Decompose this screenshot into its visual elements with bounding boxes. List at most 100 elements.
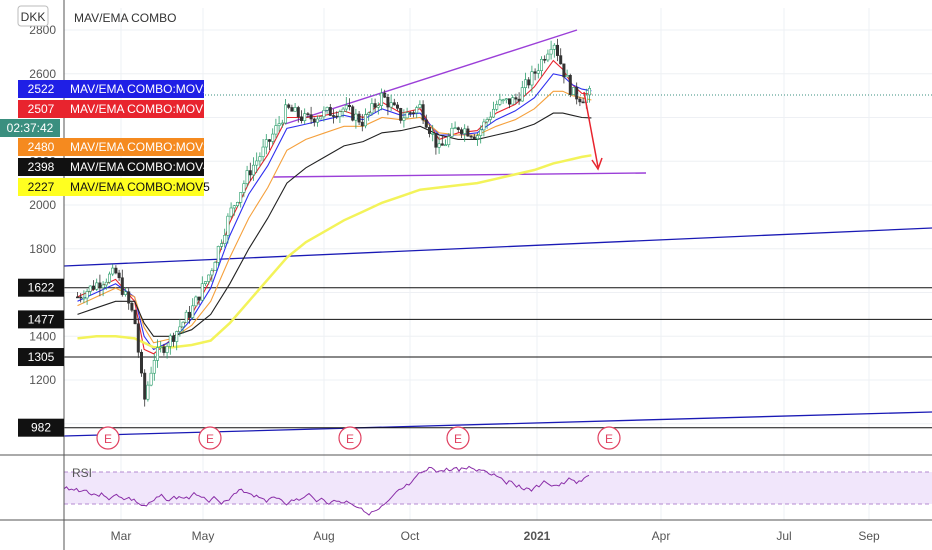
candle-body xyxy=(351,106,355,121)
clock-label: 02:37:42 xyxy=(7,121,54,135)
candle-body xyxy=(207,274,211,282)
currency-label: DKK xyxy=(21,10,46,24)
earnings-marker-label: E xyxy=(605,432,613,446)
earnings-marker xyxy=(96,426,120,450)
candle-body xyxy=(107,273,111,283)
y-tick-label: 2600 xyxy=(29,67,56,81)
candle-body xyxy=(421,104,425,121)
candle-body xyxy=(523,79,527,88)
level-tag-value: 1622 xyxy=(28,281,55,295)
level-tag-box xyxy=(18,278,64,297)
candle-body xyxy=(347,104,351,108)
candle-body xyxy=(360,121,364,127)
x-tick-label: Apr xyxy=(652,529,671,543)
x-tick-label: Mar xyxy=(111,529,132,543)
ma-line-mov4 xyxy=(77,112,592,337)
candle-body xyxy=(555,44,559,56)
candle-body xyxy=(235,202,239,206)
level-tag-box xyxy=(18,348,64,367)
candle-body xyxy=(315,118,319,123)
candle-body xyxy=(344,104,348,110)
candle-body xyxy=(559,55,563,65)
candle-body xyxy=(88,285,92,292)
rsi-pane[interactable]: RSI xyxy=(63,465,932,516)
candle-body xyxy=(520,87,524,102)
candle-body xyxy=(226,215,230,236)
candle-body xyxy=(450,127,454,137)
candle-body xyxy=(565,75,569,78)
candle-body xyxy=(293,107,297,112)
ma-line-mov2 xyxy=(77,73,592,351)
candle-body xyxy=(127,291,131,304)
candle-body xyxy=(546,53,550,61)
candle-body xyxy=(370,103,374,114)
candle-body xyxy=(581,101,585,104)
candle-body xyxy=(453,127,457,130)
earnings-marker xyxy=(597,426,621,450)
candle-body xyxy=(440,143,444,146)
earnings-marker-label: E xyxy=(346,432,354,446)
candle-body xyxy=(85,291,89,299)
candle-body xyxy=(434,133,438,148)
y-tick-label: 1400 xyxy=(29,329,56,343)
candle-body xyxy=(543,58,547,61)
ma-tag-value-box xyxy=(18,80,64,98)
candle-body xyxy=(472,136,476,140)
candle-body xyxy=(219,243,223,247)
candle-body xyxy=(578,98,582,103)
rsi-line xyxy=(63,465,590,516)
currency-box xyxy=(17,5,49,27)
candle-body xyxy=(130,302,134,311)
y-tick-label: 2000 xyxy=(29,198,56,212)
arrow-head xyxy=(591,157,603,171)
candle-body xyxy=(223,235,227,244)
candle-body xyxy=(175,331,179,342)
candle-body xyxy=(475,135,479,140)
candle-body xyxy=(479,129,483,136)
candle-body xyxy=(232,205,236,209)
candle-body xyxy=(376,105,380,108)
candle-body xyxy=(290,107,294,112)
candle-body xyxy=(200,283,204,301)
candle-body xyxy=(363,114,367,127)
ma-tag-value: 2480 xyxy=(28,140,55,154)
candle-body xyxy=(114,267,118,274)
candle-body xyxy=(485,119,489,123)
candle-body xyxy=(216,246,220,263)
candle-body xyxy=(498,99,502,105)
candle-body xyxy=(191,305,195,318)
candle-body xyxy=(79,296,83,299)
candle-body xyxy=(402,117,406,121)
candle-body xyxy=(155,347,159,361)
candle-body xyxy=(552,44,556,50)
candle-body xyxy=(418,104,422,108)
candle-body xyxy=(517,98,521,102)
ma-tag-value-box xyxy=(18,100,64,118)
candle-body xyxy=(536,70,540,74)
earnings-marker-label: E xyxy=(104,432,112,446)
ma-tag-label-box xyxy=(64,138,204,156)
candle-body xyxy=(389,102,393,108)
x-tick-label: Oct xyxy=(401,529,420,543)
candle-body xyxy=(322,110,326,118)
candle-body xyxy=(491,108,495,118)
candle-body xyxy=(575,87,579,100)
candle-body xyxy=(213,262,217,271)
indicator-title: MAV/EMA COMBO xyxy=(74,11,176,25)
candle-body xyxy=(354,113,358,121)
candle-body xyxy=(104,281,108,286)
candle-body xyxy=(405,112,409,119)
candle-body xyxy=(283,104,287,124)
candle-body xyxy=(287,104,291,108)
candle-body xyxy=(264,139,268,148)
ma-tag-value-box xyxy=(18,158,64,176)
level-tag-value: 1305 xyxy=(28,350,55,364)
candle-body xyxy=(469,135,473,138)
candle-body xyxy=(587,88,591,96)
candle-body xyxy=(309,114,313,120)
candle-body xyxy=(91,285,95,290)
candle-body xyxy=(181,321,185,328)
x-tick-label: Jul xyxy=(776,529,791,543)
